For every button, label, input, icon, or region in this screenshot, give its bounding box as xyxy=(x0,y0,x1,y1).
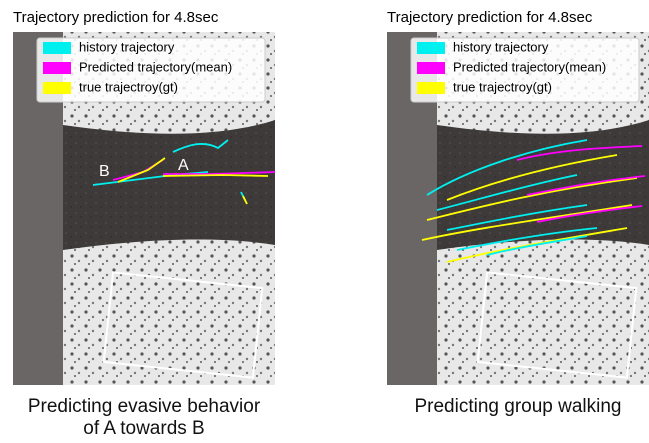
legend-label: history trajectory xyxy=(453,39,549,54)
annotation: A xyxy=(178,157,189,174)
legend-swatch xyxy=(43,62,71,74)
legend-swatch xyxy=(417,82,445,94)
trajectory xyxy=(163,175,268,176)
legend-label: Predicted trajectory(mean) xyxy=(453,59,606,74)
legend-label: true trajectroy(gt) xyxy=(79,79,178,94)
annotation: B xyxy=(99,163,110,180)
panel-title: Trajectory prediction for 4.8sec xyxy=(387,9,593,26)
panel: Trajectory prediction for 4.8sec history … xyxy=(387,9,649,417)
legend-label: Predicted trajectory(mean) xyxy=(79,59,232,74)
panel: Trajectory prediction for 4.8sec history … xyxy=(13,9,275,439)
legend-swatch xyxy=(417,62,445,74)
legend-swatch xyxy=(417,42,445,54)
caption: Predicting group walking xyxy=(414,396,621,417)
legend: history trajectory Predicted trajectory(m… xyxy=(411,38,639,102)
legend-swatch xyxy=(43,42,71,54)
figure: Trajectory prediction for 4.8sec history … xyxy=(0,0,649,443)
caption: of A towards B xyxy=(83,418,204,439)
legend-label: history trajectory xyxy=(79,39,175,54)
legend-label: true trajectroy(gt) xyxy=(453,79,552,94)
legend-swatch xyxy=(43,82,71,94)
panel-title: Trajectory prediction for 4.8sec xyxy=(13,9,219,26)
legend: history trajectory Predicted trajectory(m… xyxy=(37,38,265,102)
caption: Predicting evasive behavior xyxy=(28,396,261,417)
